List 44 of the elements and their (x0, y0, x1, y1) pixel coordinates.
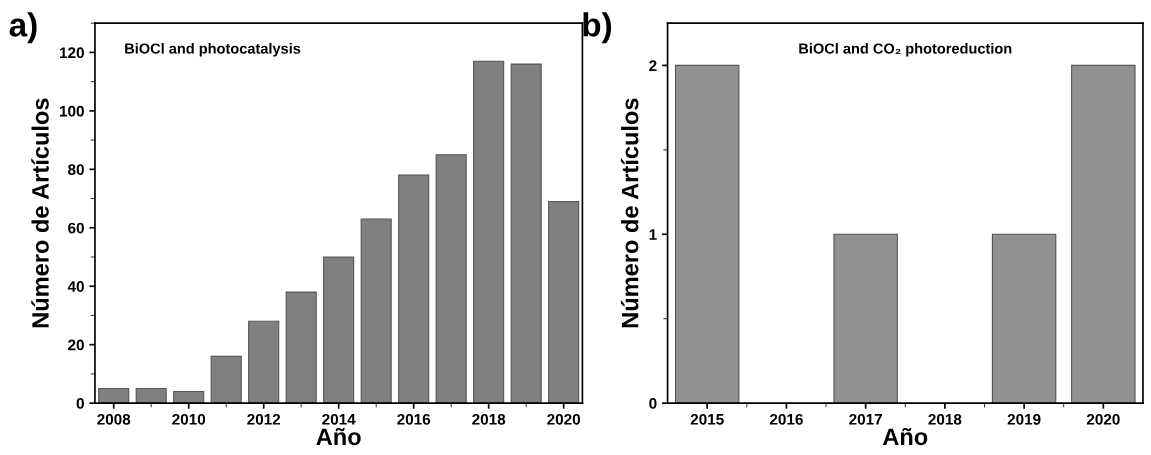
y-tick-label: 80 (68, 164, 84, 176)
y-tick-label: 100 (60, 105, 84, 117)
x-tick-label: 2018 (472, 413, 506, 425)
x-tick-label: 2016 (397, 413, 431, 425)
y-tick-label: 2 (649, 60, 657, 71)
y-axis-title: Número de Artículos (620, 98, 639, 328)
y-tick-label: 40 (67, 281, 84, 292)
bar (98, 387, 130, 404)
x-axis-title: Año (882, 427, 928, 446)
bar (248, 320, 280, 404)
x-tick-label: 2016 (769, 413, 803, 425)
x-tick-label: 2014 (322, 413, 356, 425)
y-tick-label: 20 (68, 339, 84, 351)
x-tick-label: 2020 (547, 413, 581, 425)
bar (435, 154, 467, 404)
x-tick-label: 2019 (1007, 413, 1041, 425)
bar (510, 63, 542, 404)
bar (398, 174, 430, 404)
y-tick-label: 60 (68, 222, 84, 234)
bar (548, 200, 580, 404)
x-tick-label: 2020 (1086, 413, 1120, 425)
text: BiOCl and photocatalysis (125, 43, 301, 57)
text: b) (583, 12, 612, 44)
bar (285, 291, 317, 404)
y-tick-label: 0 (76, 398, 84, 409)
x-tick-label: 2017 (849, 413, 882, 425)
bar (473, 60, 505, 404)
x-tick-label: 2010 (172, 413, 206, 425)
x-tick-label: 2012 (247, 413, 281, 425)
y-tick-label: 120 (60, 47, 84, 59)
text: BiOCl and CO₂ photoreduction (799, 43, 1012, 57)
y-tick-label: 1 (649, 229, 657, 240)
bar (135, 387, 167, 404)
y-axis-title: Número de Artículos (31, 98, 49, 328)
x-tick-label: 2015 (690, 413, 724, 425)
bar (210, 355, 242, 404)
y-tick-label: 0 (649, 398, 657, 409)
x-tick-label: 2008 (97, 413, 131, 425)
x-tick-label: 2018 (928, 413, 962, 425)
text: a) (9, 12, 37, 44)
bar (323, 256, 355, 404)
x-axis-title: Año (316, 427, 361, 446)
bar (360, 218, 392, 404)
bar (173, 390, 205, 404)
